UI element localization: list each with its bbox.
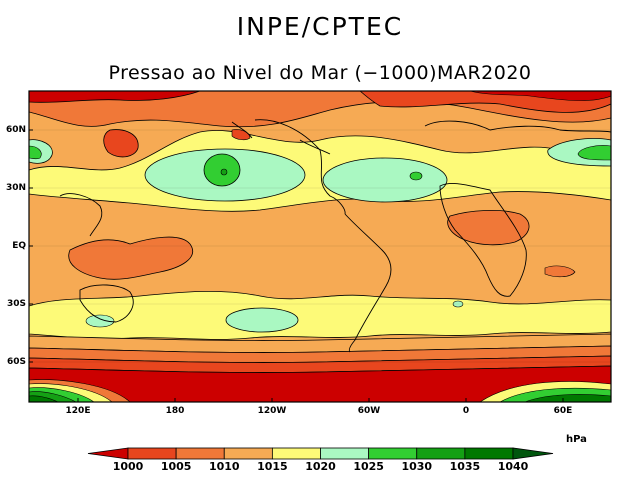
- coastlines: [59, 119, 611, 353]
- legend-level-label: 1020: [305, 460, 336, 473]
- pressure-field: [29, 91, 611, 402]
- legend-swatch: [464, 447, 514, 460]
- legend-level-label: 1035: [449, 460, 481, 473]
- lon-label-180: 180: [165, 406, 185, 416]
- map-title: Pressao ao Nivel do Mar (−1000)MAR2020: [108, 62, 532, 84]
- graticule: [29, 129, 611, 363]
- legend-swatch: [368, 447, 418, 460]
- legend-swatch: [271, 447, 321, 460]
- lat-label-30n: 30N: [5, 183, 26, 193]
- legend-arrow-low: [87, 447, 129, 460]
- legend-arrow-high: [512, 447, 554, 460]
- legend-level-label: 1025: [353, 460, 384, 473]
- legend-level-label: 1010: [208, 460, 240, 473]
- legend-level-label: 1000: [112, 460, 144, 473]
- legend-swatch: [320, 447, 370, 460]
- legend-level-label: 1005: [160, 460, 192, 473]
- legend-level-label: 1030: [401, 460, 433, 473]
- institution-title: INPE/CPTEC: [236, 12, 404, 41]
- legend-swatch: [175, 447, 225, 460]
- lon-label-60w: 60W: [357, 406, 381, 416]
- lon-label-60e: 60E: [553, 406, 573, 416]
- lon-label-0: 0: [462, 406, 470, 416]
- lon-label-120w: 120W: [257, 406, 287, 416]
- lon-label-120e: 120E: [65, 406, 91, 416]
- legend-swatch: [223, 447, 273, 460]
- lat-label-60s: 60S: [6, 357, 26, 367]
- legend-level-label: 1015: [257, 460, 288, 473]
- lat-label-60n: 60N: [5, 125, 26, 135]
- legend-swatch: [416, 447, 466, 460]
- legend-swatch: [127, 447, 177, 460]
- axis-ticks: [29, 129, 564, 402]
- lat-label-30s: 30S: [6, 299, 26, 309]
- legend-level-label: 1040: [497, 460, 529, 473]
- lat-label-eq: EQ: [12, 241, 26, 251]
- legend-unit: hPa: [566, 434, 587, 445]
